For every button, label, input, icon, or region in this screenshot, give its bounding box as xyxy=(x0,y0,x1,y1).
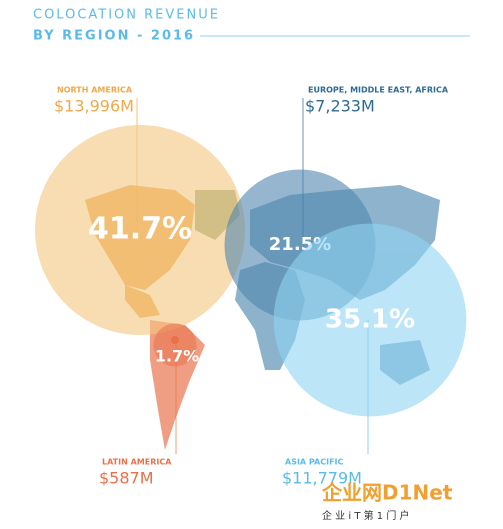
bubble xyxy=(273,223,467,417)
chart-title: COLOCATION REVENUE xyxy=(33,8,220,23)
region-value: $11,779M xyxy=(282,469,362,488)
region-name: NORTH AMERICA xyxy=(57,86,133,95)
share-label: 41.7% xyxy=(88,212,192,247)
share-label: 35.1% xyxy=(325,305,415,335)
chart-subtitle: BY REGION - 2016 xyxy=(33,29,195,44)
watermark-subtitle: 企 业 i T 第 1 门 户 xyxy=(322,509,410,522)
region-value: $13,996M xyxy=(54,97,134,116)
bubble xyxy=(35,125,245,335)
watermark: 企业网D1Net xyxy=(321,481,453,505)
region-value: $7,233M xyxy=(305,97,375,116)
region-name: LATIN AMERICA xyxy=(102,458,172,467)
region-name: ASIA PACIFIC xyxy=(285,458,344,467)
bubble-dot xyxy=(171,336,179,344)
share-label: 1.7% xyxy=(155,347,199,366)
bubble xyxy=(153,323,197,367)
region-name: EUROPE, MIDDLE EAST, AFRICA xyxy=(308,86,449,95)
region-value: $587M xyxy=(99,469,154,488)
